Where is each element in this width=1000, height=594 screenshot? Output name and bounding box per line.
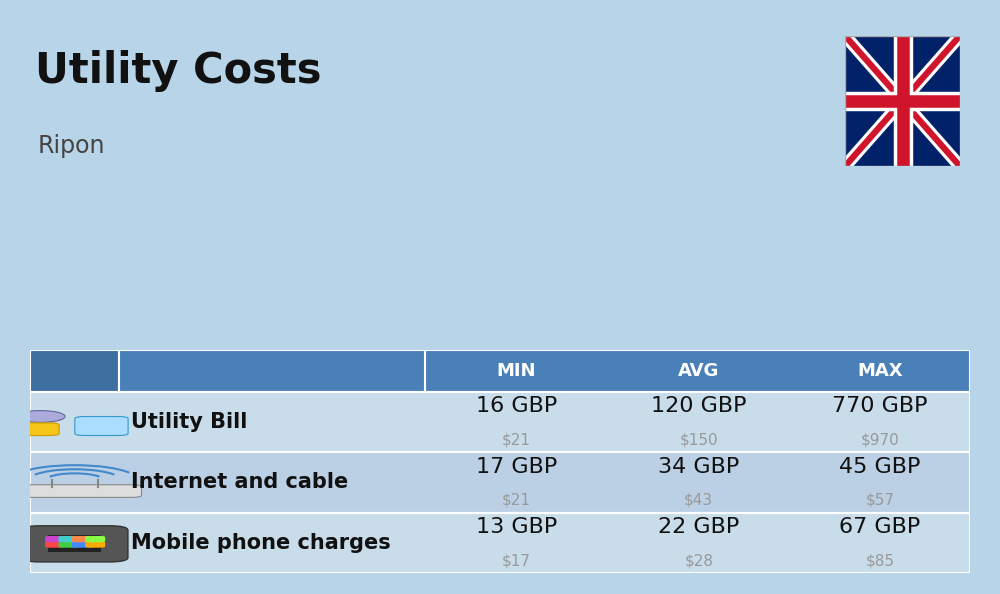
FancyBboxPatch shape [0,423,59,435]
FancyBboxPatch shape [75,416,128,435]
Polygon shape [845,36,960,166]
Text: 16 GBP: 16 GBP [476,396,557,416]
Text: 67 GBP: 67 GBP [839,517,920,538]
Text: 17 GBP: 17 GBP [476,457,557,477]
Text: $21: $21 [502,493,531,508]
Text: $21: $21 [502,432,531,447]
Circle shape [15,410,65,422]
FancyBboxPatch shape [30,513,970,573]
Text: 45 GBP: 45 GBP [839,457,920,477]
Text: Mobile phone charges: Mobile phone charges [131,533,390,553]
FancyBboxPatch shape [30,452,970,513]
Text: $57: $57 [865,493,894,508]
FancyBboxPatch shape [8,485,142,497]
Text: $17: $17 [502,553,531,568]
Text: MIN: MIN [497,362,536,380]
FancyBboxPatch shape [72,541,92,548]
FancyBboxPatch shape [85,536,105,542]
Text: $28: $28 [684,553,713,568]
Text: Utility Bill: Utility Bill [131,412,247,432]
FancyBboxPatch shape [58,536,78,542]
FancyBboxPatch shape [72,536,92,542]
Text: 34 GBP: 34 GBP [658,457,739,477]
FancyBboxPatch shape [45,541,65,548]
FancyBboxPatch shape [30,391,970,452]
FancyBboxPatch shape [30,350,970,391]
Text: $85: $85 [865,553,894,568]
FancyBboxPatch shape [45,536,65,542]
Text: AVG: AVG [678,362,719,380]
Text: $43: $43 [684,493,713,508]
Text: 13 GBP: 13 GBP [476,517,557,538]
Text: Utility Costs: Utility Costs [35,50,322,93]
FancyBboxPatch shape [21,526,128,562]
FancyBboxPatch shape [119,350,425,391]
Text: $150: $150 [679,432,718,447]
Text: 770 GBP: 770 GBP [832,396,928,416]
Text: Ripon: Ripon [38,134,106,157]
FancyBboxPatch shape [48,535,101,552]
FancyBboxPatch shape [58,541,78,548]
FancyBboxPatch shape [30,350,119,391]
Text: MAX: MAX [857,362,903,380]
Text: 120 GBP: 120 GBP [651,396,747,416]
Text: 22 GBP: 22 GBP [658,517,739,538]
Text: $970: $970 [860,432,899,447]
FancyBboxPatch shape [85,541,105,548]
Text: Internet and cable: Internet and cable [131,472,348,492]
